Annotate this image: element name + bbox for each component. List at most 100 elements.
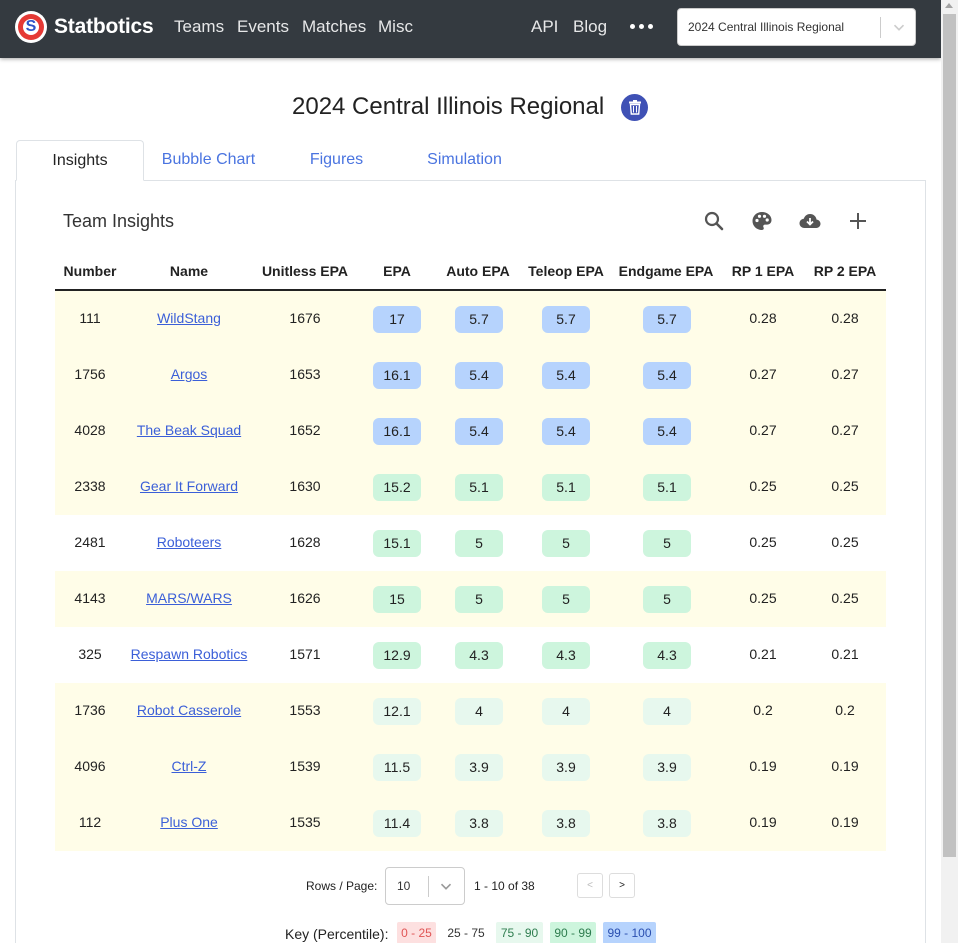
insights-table: Number Name Unitless EPA EPA Auto EPA Te… [55,253,886,851]
nav-link-blog[interactable]: Blog [573,17,608,36]
cell-auto-epa: 3.9 [455,754,503,781]
col-header-rp1-epa[interactable]: RP 1 EPA [731,263,795,279]
col-header-rp2-epa[interactable]: RP 2 EPA [813,263,877,279]
plus-icon[interactable] [846,209,870,233]
cell-unitless-epa: 1652 [289,422,321,438]
event-select[interactable]: 2024 Central Illinois Regional [677,8,916,46]
tab-simulation[interactable]: Simulation [427,151,502,168]
cell-epa: 12.1 [373,698,421,725]
page-scrollbar[interactable] [941,0,958,943]
cell-unitless-epa: 1535 [289,814,321,830]
cell-epa: 15 [373,586,421,613]
cell-endgame-epa: 5.1 [643,474,691,501]
team-name-link[interactable]: Roboteers [156,534,222,550]
nav-link-api[interactable]: API [531,17,559,36]
table-row: 1736 Robot Casserole 1553 12.1 4 4 4 0.2 0.2 [55,683,886,739]
col-header-epa[interactable]: EPA [383,263,411,279]
cell-unitless-epa: 1539 [289,758,321,774]
cell-number: 4096 [74,758,106,774]
cell-endgame-epa: 5 [643,586,691,613]
cell-endgame-epa: 3.9 [643,754,691,781]
cell-endgame-epa: 5 [643,530,691,557]
select-separator [428,876,429,897]
chevron-down-icon [440,883,452,890]
col-header-unitless-epa[interactable]: Unitless EPA [261,263,349,279]
col-header-number[interactable]: Number [63,263,117,279]
cell-epa: 11.5 [373,754,421,781]
cloud-download-icon[interactable] [798,209,822,233]
cell-endgame-epa: 4 [643,698,691,725]
col-header-endgame-epa[interactable]: Endgame EPA [618,263,714,279]
next-page-button[interactable]: > [609,873,635,898]
table-body: 111 WildStang 1676 17 5.7 5.7 5.7 0.28 0.28 1756 A… [55,291,886,851]
cell-teleop-epa: 5 [542,586,590,613]
cell-rp1-epa: 0.2 [753,702,773,718]
cell-epa: 15.1 [373,530,421,557]
cell-teleop-epa: 5.1 [542,474,590,501]
team-name-link[interactable]: The Beak Squad [136,422,242,438]
team-name-link[interactable]: WildStang [157,310,221,326]
cell-rp2-epa: 0.25 [831,478,859,494]
pagination-range: 1 - 10 of 38 [474,879,535,893]
cell-epa: 17 [373,306,421,333]
key-chip-25-75: 25 - 75 [447,926,485,940]
cell-number: 2481 [74,534,106,550]
cell-teleop-epa: 3.8 [542,810,590,837]
page-title: 2024 Central Illinois Regional [292,93,605,120]
team-name-link[interactable]: Ctrl-Z [171,758,207,774]
navbar: S Statbotics Teams Events Matches Misc A… [0,0,941,58]
nav-link-misc[interactable]: Misc [378,17,413,36]
cell-unitless-epa: 1628 [289,534,321,550]
cell-rp1-epa: 0.27 [749,366,777,382]
palette-icon[interactable] [750,209,774,233]
table-row: 4096 Ctrl-Z 1539 11.5 3.9 3.9 3.9 0.19 0.19 [55,739,886,795]
team-name-link[interactable]: Respawn Robotics [130,646,248,662]
cell-unitless-epa: 1630 [289,478,321,494]
search-icon[interactable] [702,209,726,233]
cell-epa: 16.1 [373,418,421,445]
cell-unitless-epa: 1571 [289,646,321,662]
team-name-link[interactable]: Gear It Forward [139,478,239,494]
rows-per-page-select[interactable]: 10 [385,867,465,905]
cell-epa: 16.1 [373,362,421,389]
table-row: 111 WildStang 1676 17 5.7 5.7 5.7 0.28 0.28 [55,291,886,347]
cell-endgame-epa: 5.7 [643,306,691,333]
table-row: 112 Plus One 1535 11.4 3.8 3.8 3.8 0.19 0.19 [55,795,886,851]
col-header-teleop-epa[interactable]: Teleop EPA [528,263,604,279]
table-row: 4143 MARS/WARS 1626 15 5 5 5 0.25 0.25 [55,571,886,627]
team-name-link[interactable]: Robot Casserole [136,702,242,718]
team-name-link[interactable]: Plus One [160,814,218,830]
cell-unitless-epa: 1676 [289,310,321,326]
prev-page-button[interactable]: < [577,873,603,898]
cell-name: Roboteers [118,534,260,550]
scroll-up-arrow-icon[interactable] [945,3,953,8]
col-header-auto-epa[interactable]: Auto EPA [446,263,510,279]
cell-rp2-epa: 0.25 [831,534,859,550]
cell-auto-epa: 5 [455,530,503,557]
tab-figures[interactable]: Figures [309,151,364,168]
brand-name: Statbotics [54,15,154,38]
col-header-name[interactable]: Name [169,263,209,279]
cell-number: 112 [78,814,102,830]
team-name-link[interactable]: Argos [170,366,208,382]
team-name-link[interactable]: MARS/WARS [146,590,232,606]
table-row: 2481 Roboteers 1628 15.1 5 5 5 0.25 0.25 [55,515,886,571]
table-row: 325 Respawn Robotics 1571 12.9 4.3 4.3 4.3 0.21… [55,627,886,683]
cell-teleop-epa: 5.4 [542,362,590,389]
cell-teleop-epa: 4.3 [542,642,590,669]
cell-number: 325 [78,646,102,662]
nav-link-events[interactable]: Events [237,17,289,36]
cell-name: Argos [118,366,260,382]
trash-icon[interactable] [621,94,648,121]
nav-link-teams[interactable]: Teams [174,17,225,36]
table-row: 4028 The Beak Squad 1652 16.1 5.4 5.4 5.4 0.27 0… [55,403,886,459]
cell-unitless-epa: 1553 [289,702,321,718]
scroll-thumb[interactable] [943,14,956,857]
nav-link-matches[interactable]: Matches [302,17,367,36]
more-options-icon[interactable] [630,24,653,29]
tab-bubble-chart[interactable]: Bubble Chart [161,151,256,168]
tab-insights[interactable]: Insights [16,140,144,181]
cell-endgame-epa: 3.8 [643,810,691,837]
cell-auto-epa: 4.3 [455,642,503,669]
brand-link[interactable]: S Statbotics [15,11,154,43]
